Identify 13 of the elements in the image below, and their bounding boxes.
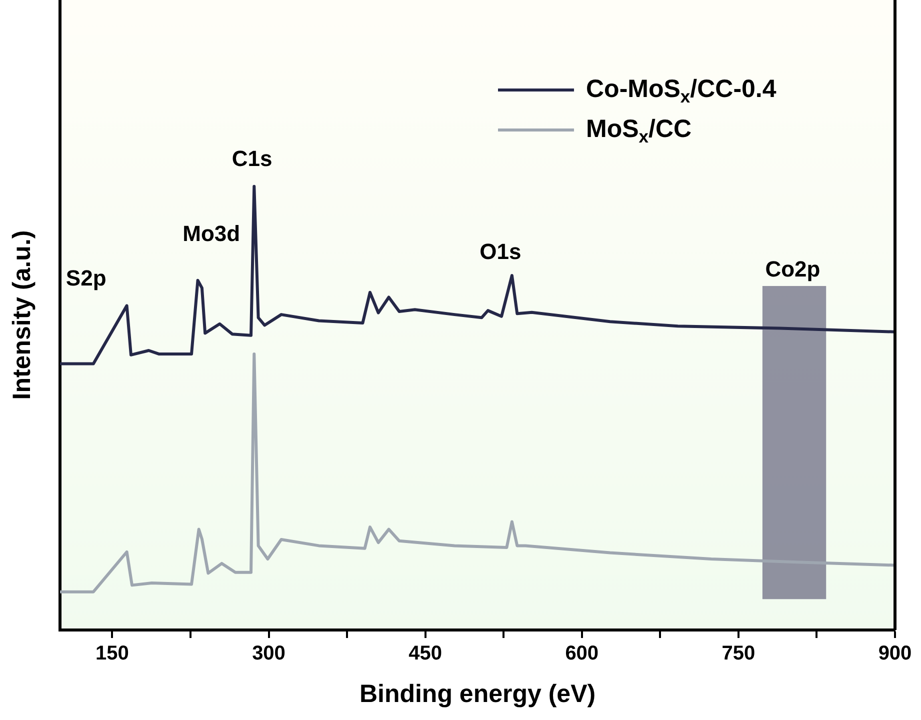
x-tick-label: 900 (878, 642, 912, 665)
y-axis-title: Intensity (a.u.) (8, 230, 36, 400)
text: C1s (232, 146, 272, 171)
annotation: Co2p (765, 256, 820, 282)
x-tick-label: 450 (408, 642, 442, 665)
annotation: S2p (66, 266, 106, 291)
x-tick-label: 600 (565, 642, 599, 665)
x-tick-label: 750 (722, 642, 756, 665)
annotation: Mo3d (182, 221, 240, 246)
annotation: O1s (480, 238, 522, 264)
x-axis-title: Binding energy (eV) (359, 680, 596, 708)
x-tick-label: 150 (96, 642, 129, 665)
x-tick-label: 300 (252, 642, 286, 665)
